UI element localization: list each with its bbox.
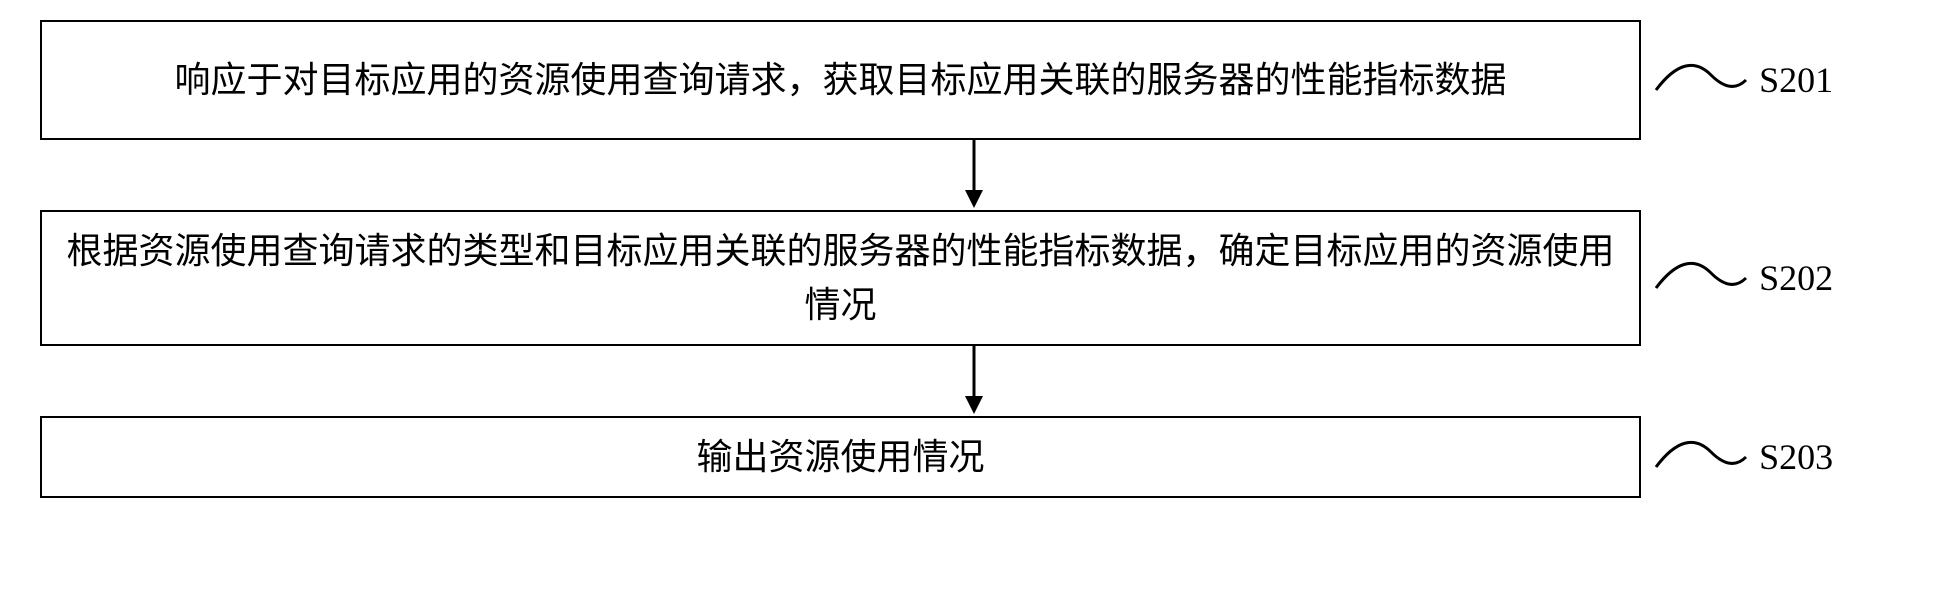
step-label: S203 xyxy=(1759,436,1833,478)
curve-connector-icon xyxy=(1651,40,1751,120)
curve-connector-icon xyxy=(1651,238,1751,318)
arrow-s201-s202 xyxy=(164,140,1784,210)
step-label: S201 xyxy=(1759,59,1833,101)
step-box-s201: 响应于对目标应用的资源使用查询请求，获取目标应用关联的服务器的性能指标数据 xyxy=(40,20,1641,140)
flow-row-1: 响应于对目标应用的资源使用查询请求，获取目标应用关联的服务器的性能指标数据 S2… xyxy=(40,20,1908,140)
step-text: 响应于对目标应用的资源使用查询请求，获取目标应用关联的服务器的性能指标数据 xyxy=(175,53,1507,107)
arrow-down-icon xyxy=(959,140,989,210)
label-area-s203: S203 xyxy=(1651,417,1908,497)
flow-row-2: 根据资源使用查询请求的类型和目标应用关联的服务器的性能指标数据，确定目标应用的资… xyxy=(40,210,1908,346)
step-box-s203: 输出资源使用情况 xyxy=(40,416,1641,498)
step-text: 输出资源使用情况 xyxy=(697,430,985,484)
flow-row-3: 输出资源使用情况 S203 xyxy=(40,416,1908,498)
flowchart-container: 响应于对目标应用的资源使用查询请求，获取目标应用关联的服务器的性能指标数据 S2… xyxy=(40,20,1908,498)
curve-connector-icon xyxy=(1651,417,1751,497)
step-text: 根据资源使用查询请求的类型和目标应用关联的服务器的性能指标数据，确定目标应用的资… xyxy=(66,224,1615,332)
label-area-s202: S202 xyxy=(1651,238,1908,318)
label-area-s201: S201 xyxy=(1651,40,1908,120)
arrow-down-icon xyxy=(959,346,989,416)
arrow-s202-s203 xyxy=(164,346,1784,416)
step-label: S202 xyxy=(1759,257,1833,299)
step-box-s202: 根据资源使用查询请求的类型和目标应用关联的服务器的性能指标数据，确定目标应用的资… xyxy=(40,210,1641,346)
